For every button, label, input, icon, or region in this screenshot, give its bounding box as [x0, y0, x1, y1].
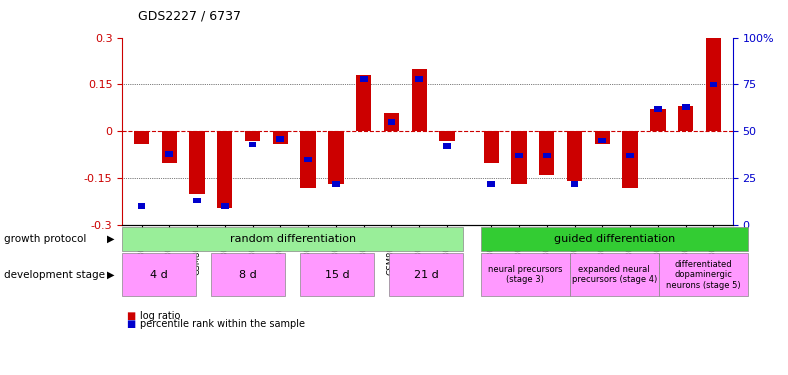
Text: ▶: ▶	[106, 270, 114, 280]
Bar	[277, 136, 284, 142]
Bar	[217, 131, 232, 208]
Bar	[138, 203, 146, 209]
Bar	[539, 131, 555, 175]
Bar	[356, 75, 371, 131]
Bar	[221, 203, 229, 209]
Text: 21 d: 21 d	[414, 270, 438, 280]
Text: ■: ■	[126, 320, 136, 329]
Text: neural precursors
(stage 3): neural precursors (stage 3)	[488, 265, 563, 284]
Text: ■: ■	[126, 311, 136, 321]
Bar	[706, 38, 721, 131]
Bar	[443, 144, 451, 149]
Bar	[682, 104, 690, 110]
Bar	[249, 142, 257, 147]
Text: 4 d: 4 d	[151, 270, 168, 280]
Bar	[245, 131, 260, 141]
Bar	[134, 131, 149, 144]
Bar	[165, 151, 173, 157]
Text: random differentiation: random differentiation	[229, 234, 355, 244]
Text: expanded neural
precursors (stage 4): expanded neural precursors (stage 4)	[571, 265, 657, 284]
Bar	[567, 131, 582, 181]
Text: 8 d: 8 d	[240, 270, 257, 280]
Bar	[360, 76, 367, 82]
Bar	[162, 131, 177, 162]
Bar	[384, 112, 399, 131]
Bar	[626, 153, 634, 159]
Bar	[595, 131, 610, 144]
Bar	[654, 106, 662, 112]
Text: guided differentiation: guided differentiation	[554, 234, 675, 244]
Bar	[439, 131, 455, 141]
Text: 15 d: 15 d	[325, 270, 349, 280]
Text: GDS2227 / 6737: GDS2227 / 6737	[138, 9, 241, 22]
Bar	[415, 76, 423, 82]
Bar	[488, 181, 495, 187]
Bar	[678, 106, 693, 131]
Text: growth protocol: growth protocol	[4, 234, 87, 244]
Bar	[515, 153, 523, 159]
Bar	[332, 181, 340, 187]
Bar	[304, 157, 312, 162]
Bar	[650, 110, 666, 131]
Text: differentiated
dopaminergic
neurons (stage 5): differentiated dopaminergic neurons (sta…	[666, 260, 741, 290]
Bar	[543, 153, 551, 159]
Bar	[709, 82, 717, 87]
Text: ▶: ▶	[106, 234, 114, 244]
Bar	[623, 131, 637, 188]
Bar	[484, 131, 499, 162]
Bar	[388, 119, 396, 125]
Bar	[571, 181, 578, 187]
Bar	[411, 69, 427, 131]
Bar	[300, 131, 316, 188]
Bar	[329, 131, 344, 184]
Bar	[511, 131, 526, 184]
Text: development stage: development stage	[4, 270, 105, 280]
Bar	[193, 198, 201, 203]
Bar	[599, 138, 606, 144]
Bar	[273, 131, 288, 144]
Bar	[189, 131, 205, 194]
Text: percentile rank within the sample: percentile rank within the sample	[140, 320, 305, 329]
Text: log ratio: log ratio	[140, 311, 180, 321]
